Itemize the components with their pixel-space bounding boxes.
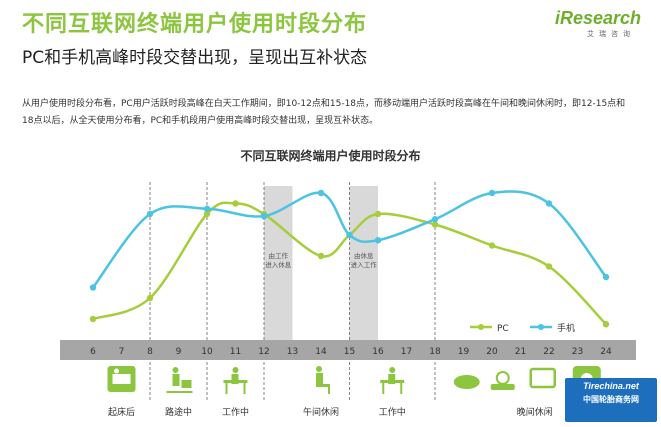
data-point-pc: [232, 200, 239, 207]
data-point-mobile: [203, 205, 211, 212]
time-period-label: 午间休闲: [303, 406, 339, 418]
page-title: 不同互联网终端用户使用时段分布: [22, 12, 368, 37]
x-tick-label: 7: [119, 347, 125, 357]
x-tick-label: 21: [515, 347, 526, 357]
transition-label: 由工作进入休息: [265, 251, 292, 269]
logo-subtext: 艾瑞咨询: [587, 30, 635, 38]
lunch-rest-icon: [316, 366, 330, 394]
data-point-mobile: [317, 189, 325, 197]
x-tick-label: 23: [572, 347, 583, 357]
legend-marker: [478, 324, 484, 330]
data-point-mobile: [89, 284, 97, 291]
description-text: 从用户使用时段分布看，PC用户活跃时段高峰在白天工作期间，即10-12点和15-…: [22, 99, 626, 126]
x-tick-label: 9: [176, 347, 182, 357]
work-icon: [223, 367, 248, 394]
data-point-pc: [317, 252, 325, 260]
legend-marker: [538, 324, 544, 330]
transition-band: [349, 186, 378, 340]
x-tick-label: 22: [543, 347, 554, 357]
iresearch-logo: iResearch 艾瑞咨询: [555, 8, 642, 39]
x-tick-label: 20: [486, 347, 498, 357]
x-tick-label: 24: [600, 347, 612, 357]
legend-label: PC: [497, 324, 509, 334]
x-tick-label: 14: [315, 347, 327, 357]
data-point-pc: [602, 321, 610, 328]
work-icon: [380, 367, 405, 394]
x-axis-band: [60, 340, 636, 360]
series-line-pc: [92, 201, 607, 326]
x-tick-label: 13: [287, 347, 298, 357]
data-point-mobile: [346, 231, 353, 239]
x-tick-label: 12: [258, 347, 269, 357]
data-point-mobile: [260, 212, 268, 220]
watermark-bottom: 中国轮胎商务网: [583, 395, 639, 404]
x-tick-label: 10: [201, 347, 213, 357]
data-point-mobile: [374, 237, 382, 244]
x-tick-label: 8: [147, 347, 153, 357]
x-tick-label: 18: [429, 347, 441, 357]
time-period-label: 工作中: [379, 406, 406, 418]
data-point-pc: [488, 242, 496, 249]
data-point-pc: [203, 210, 211, 218]
data-point-mobile: [545, 200, 553, 207]
page-subtitle: PC和手机高峰时段交替出现，呈现出互补状态: [22, 48, 368, 68]
x-tick-label: 15: [344, 347, 355, 357]
chart-title: 不同互联网终端用户使用时段分布: [240, 149, 421, 163]
watermark: Tirechina.net 中国轮胎商务网: [565, 378, 657, 422]
x-tick-label: 6: [90, 347, 96, 357]
x-tick-label: 16: [372, 347, 384, 357]
logo-text: iResearch: [555, 8, 642, 28]
commute-icon: [166, 367, 193, 393]
data-point-mobile: [602, 273, 610, 281]
x-tick-label: 11: [230, 347, 241, 357]
data-point-mobile: [431, 216, 439, 223]
time-period-label: 工作中: [222, 406, 249, 418]
data-point-mobile: [488, 189, 496, 197]
data-point-pc: [431, 221, 439, 228]
wake-up-icon: [107, 366, 136, 392]
time-period-label: 晚间休闲: [517, 406, 553, 418]
legend-label: 手机: [557, 322, 575, 334]
data-point-pc: [89, 315, 97, 323]
x-tick-label: 19: [458, 347, 470, 357]
data-point-pc: [545, 263, 553, 270]
data-point-pc: [146, 294, 154, 302]
data-point-pc: [374, 210, 382, 218]
x-tick-label: 17: [401, 347, 412, 357]
transition-label: 由休息进入工作: [351, 251, 378, 269]
watermark-top: Tirechina.net: [583, 381, 639, 391]
time-period-label: 路途中: [165, 406, 192, 418]
time-period-label: 起床后: [108, 406, 135, 418]
data-point-mobile: [146, 210, 154, 218]
